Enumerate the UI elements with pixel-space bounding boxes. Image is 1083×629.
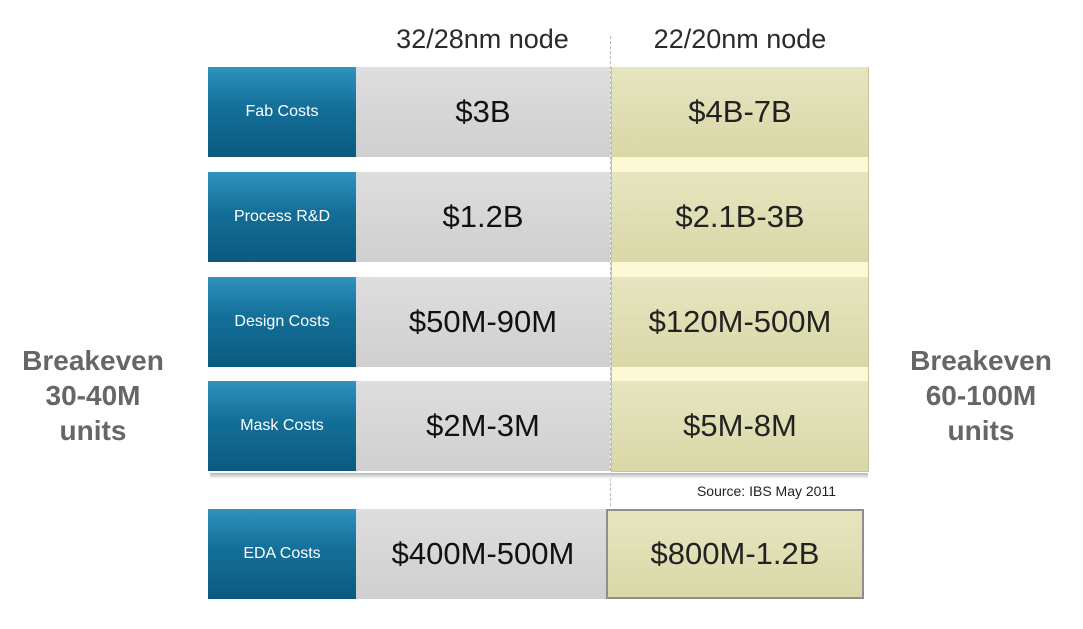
cell-fab-costs-22nm: $4B-7B bbox=[611, 67, 869, 157]
node-divider bbox=[610, 36, 611, 506]
breakeven-note-right: Breakeven 60-100M units bbox=[896, 343, 1066, 448]
cell-mask-costs-32nm: $2M-3M bbox=[356, 381, 610, 471]
breakeven-left-line-1: Breakeven bbox=[22, 345, 164, 376]
breakeven-right-line-1: Breakeven bbox=[910, 345, 1052, 376]
breakeven-right-line-2: 60-100M bbox=[925, 380, 1037, 411]
source-note: Source: IBS May 2011 bbox=[696, 483, 836, 499]
cell-eda-costs-22nm: $800M-1.2B bbox=[606, 509, 864, 599]
row-label-design-costs: Design Costs bbox=[208, 277, 366, 367]
column-header-32-28nm: 32/28nm node bbox=[396, 24, 569, 54]
row-label-eda-costs: EDA Costs bbox=[208, 509, 366, 599]
cell-design-costs-22nm: $120M-500M bbox=[611, 277, 869, 367]
row-label-process-rd: Process R&D bbox=[208, 172, 366, 262]
breakeven-left-line-2: 30-40M bbox=[45, 380, 141, 411]
column-header-22-20nm: 22/20nm node bbox=[653, 24, 827, 54]
cell-process-rd-32nm: $1.2B bbox=[356, 172, 610, 262]
cell-fab-costs-32nm: $3B bbox=[356, 67, 610, 157]
cell-process-rd-22nm: $2.1B-3B bbox=[611, 172, 869, 262]
breakeven-note-left: Breakeven 30-40M units bbox=[8, 343, 178, 448]
breakeven-left-line-3: units bbox=[59, 415, 127, 446]
row-label-fab-costs: Fab Costs bbox=[208, 67, 366, 157]
breakeven-right-line-3: units bbox=[947, 415, 1015, 446]
row-label-mask-costs: Mask Costs bbox=[208, 381, 366, 471]
cell-design-costs-32nm: $50M-90M bbox=[356, 277, 610, 367]
table-shadow bbox=[210, 473, 868, 479]
cell-eda-costs-32nm: $400M-500M bbox=[356, 509, 610, 599]
cell-mask-costs-22nm: $5M-8M bbox=[611, 381, 869, 471]
